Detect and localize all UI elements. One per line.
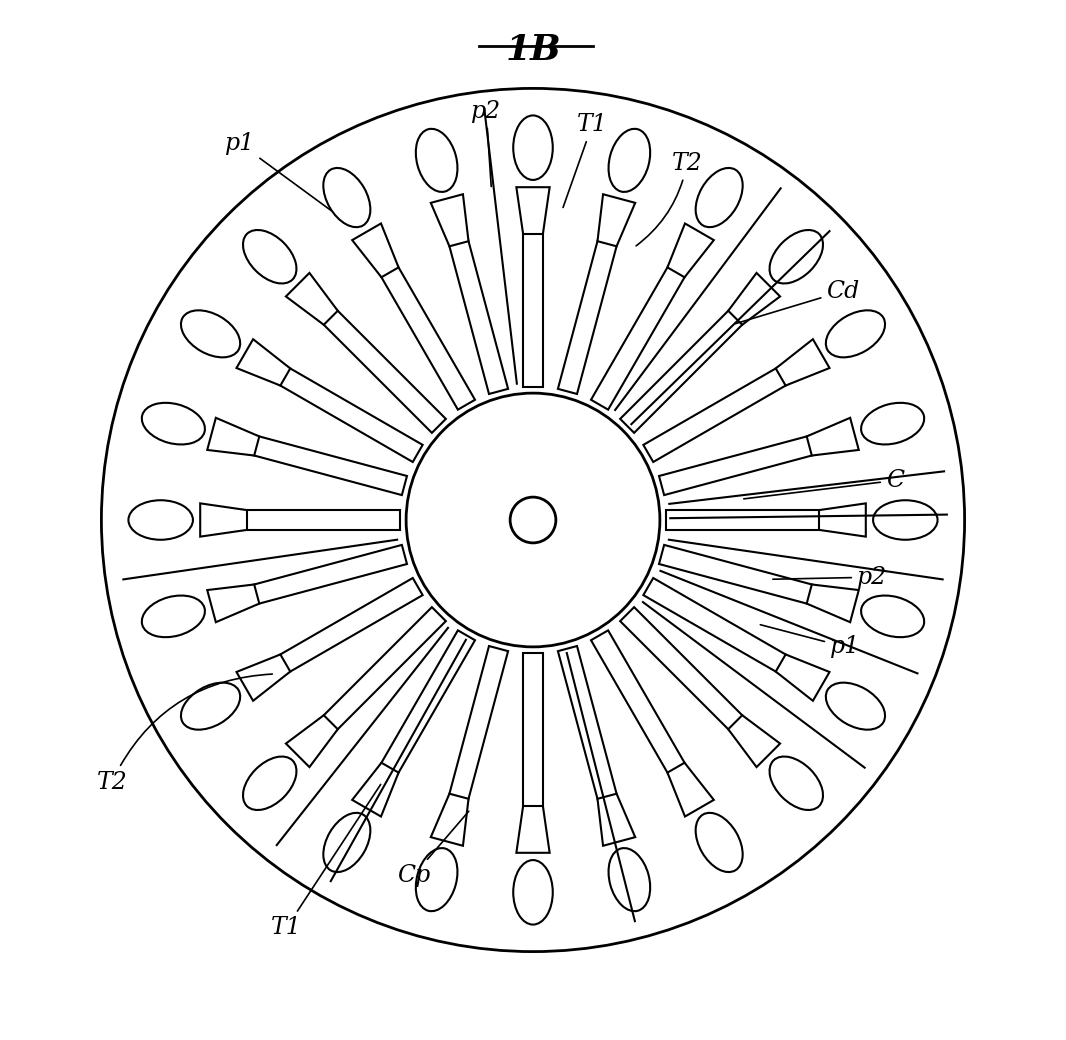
Polygon shape [666, 511, 824, 530]
Ellipse shape [770, 230, 823, 284]
Polygon shape [620, 607, 746, 733]
Ellipse shape [243, 756, 296, 810]
Polygon shape [249, 435, 407, 495]
Polygon shape [320, 307, 446, 433]
Ellipse shape [416, 129, 457, 192]
Polygon shape [523, 653, 543, 811]
Circle shape [406, 393, 660, 647]
Polygon shape [523, 229, 543, 387]
Polygon shape [207, 418, 259, 456]
Ellipse shape [861, 596, 924, 638]
Ellipse shape [513, 860, 553, 925]
Polygon shape [276, 578, 422, 674]
Polygon shape [378, 630, 475, 777]
Polygon shape [620, 307, 746, 433]
Ellipse shape [770, 756, 823, 810]
Ellipse shape [243, 230, 296, 284]
Text: T2: T2 [96, 674, 272, 794]
Polygon shape [807, 584, 859, 622]
Polygon shape [200, 503, 247, 537]
Ellipse shape [142, 596, 205, 638]
Ellipse shape [181, 310, 240, 358]
Ellipse shape [142, 402, 205, 444]
Polygon shape [558, 236, 618, 394]
Polygon shape [242, 511, 400, 530]
Text: T1: T1 [563, 113, 608, 207]
Ellipse shape [181, 682, 240, 730]
Polygon shape [591, 630, 688, 777]
Text: Q: Q [522, 528, 553, 594]
Ellipse shape [416, 848, 457, 911]
Polygon shape [378, 263, 475, 410]
Polygon shape [644, 578, 790, 674]
Polygon shape [659, 545, 817, 605]
Polygon shape [516, 187, 550, 234]
Polygon shape [659, 435, 817, 495]
Polygon shape [431, 794, 469, 846]
Polygon shape [320, 607, 446, 733]
Polygon shape [276, 366, 422, 462]
Ellipse shape [696, 167, 743, 227]
Ellipse shape [513, 115, 553, 180]
Ellipse shape [609, 129, 650, 192]
Polygon shape [448, 646, 508, 804]
Polygon shape [558, 646, 618, 804]
Polygon shape [286, 716, 338, 768]
Ellipse shape [826, 310, 885, 358]
Polygon shape [448, 236, 508, 394]
Polygon shape [776, 654, 829, 701]
Text: p1: p1 [760, 625, 860, 658]
Ellipse shape [861, 402, 924, 444]
Text: p2: p2 [773, 566, 887, 589]
Ellipse shape [826, 682, 885, 730]
Text: Cd: Cd [736, 280, 859, 323]
Polygon shape [819, 503, 866, 537]
Polygon shape [286, 272, 338, 324]
Polygon shape [249, 545, 407, 605]
Polygon shape [207, 584, 259, 622]
Polygon shape [591, 263, 688, 410]
Polygon shape [237, 654, 290, 701]
Ellipse shape [128, 500, 193, 540]
Ellipse shape [873, 500, 938, 540]
Polygon shape [667, 224, 714, 278]
Polygon shape [352, 762, 399, 816]
Ellipse shape [696, 813, 743, 873]
Polygon shape [807, 418, 859, 456]
Text: Cp: Cp [397, 811, 469, 887]
Polygon shape [352, 224, 399, 278]
Text: T2: T2 [636, 152, 702, 245]
Polygon shape [237, 339, 290, 386]
Polygon shape [644, 366, 790, 462]
Text: p1: p1 [225, 132, 332, 210]
Text: C: C [744, 469, 904, 499]
Polygon shape [776, 339, 829, 386]
Polygon shape [728, 272, 780, 324]
Ellipse shape [609, 848, 650, 911]
Polygon shape [597, 194, 635, 246]
Text: 1B: 1B [505, 33, 561, 68]
Text: T1: T1 [271, 784, 381, 939]
Polygon shape [516, 806, 550, 853]
Ellipse shape [323, 813, 370, 873]
Polygon shape [431, 194, 469, 246]
Polygon shape [597, 794, 635, 846]
Polygon shape [728, 716, 780, 768]
Ellipse shape [323, 167, 370, 227]
Polygon shape [667, 762, 714, 816]
Text: p2: p2 [471, 100, 501, 186]
